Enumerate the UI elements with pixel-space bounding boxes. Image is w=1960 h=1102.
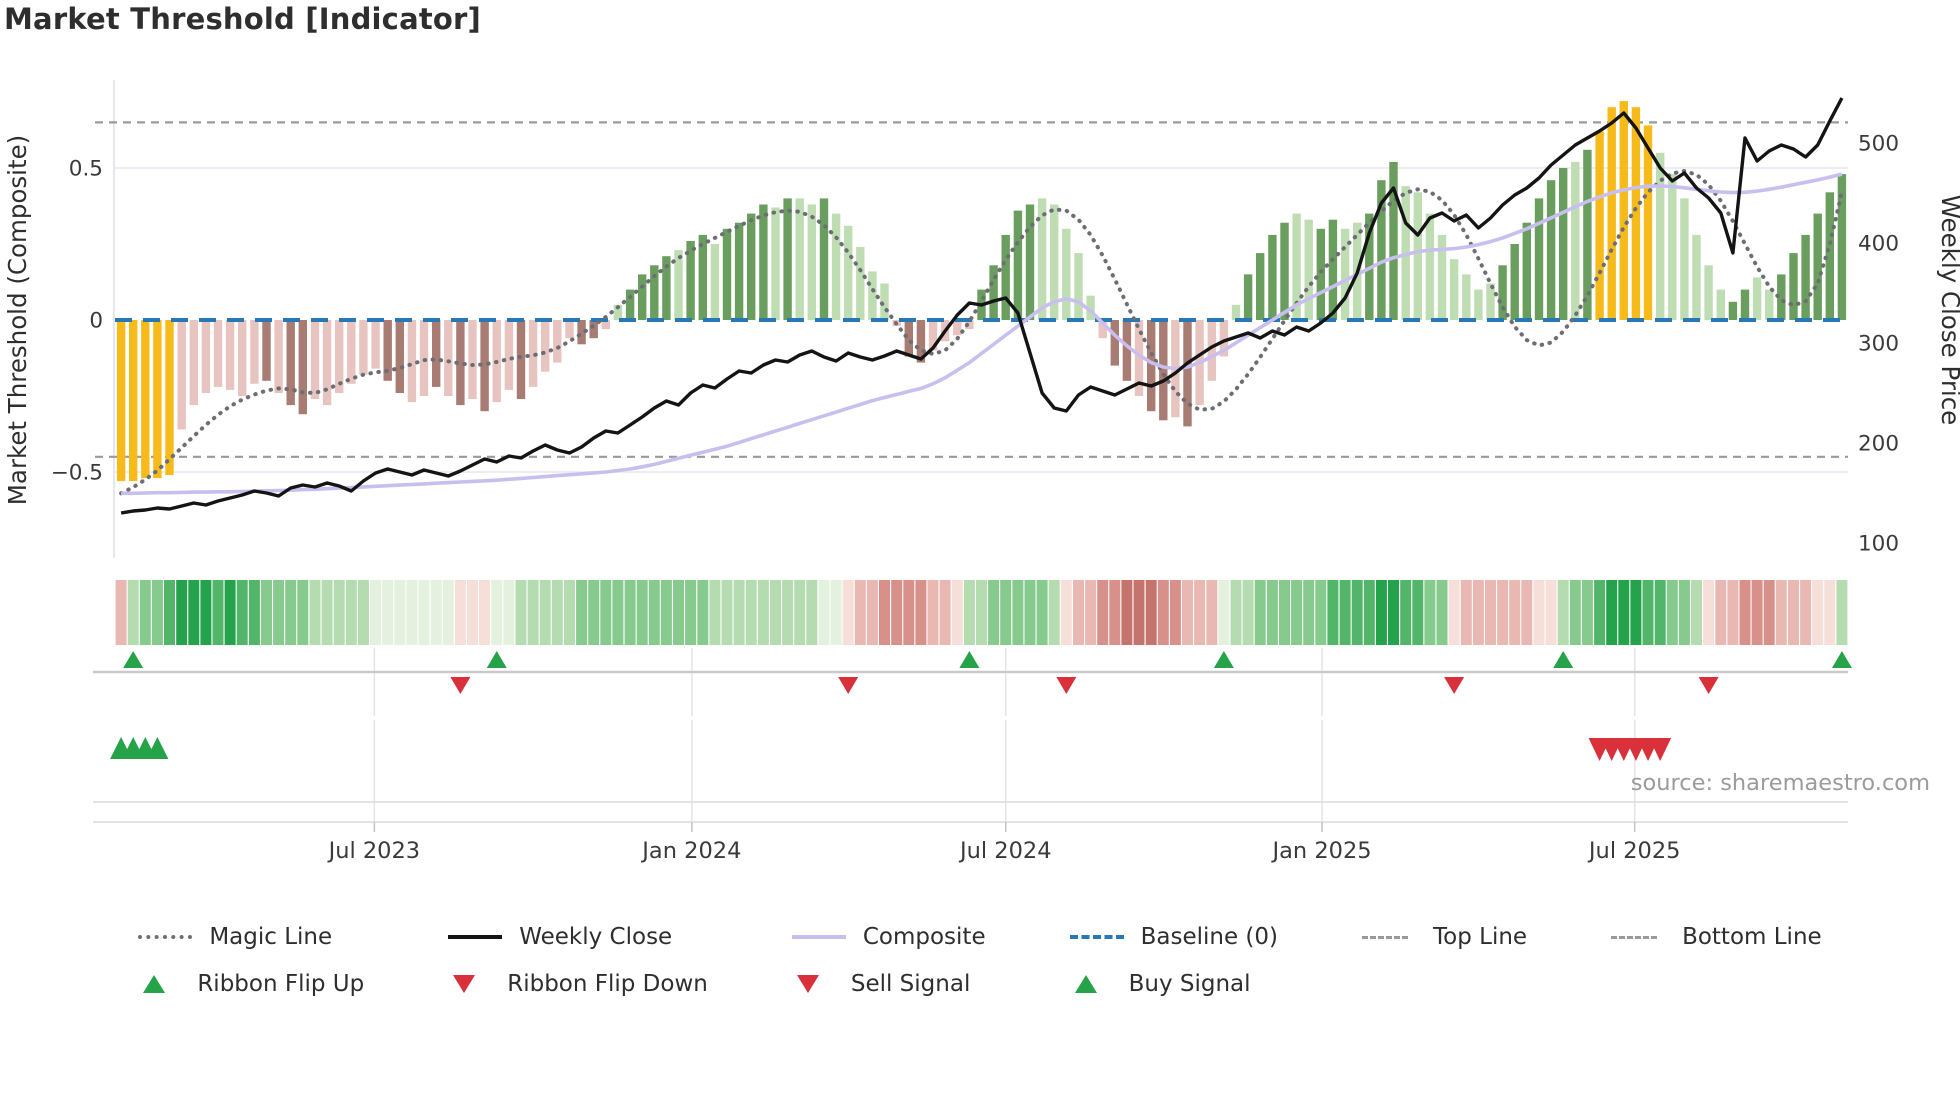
svg-text:0: 0 (89, 309, 103, 334)
tri-up-green-swatch-icon (1074, 975, 1097, 993)
legend-column: Bottom Line (1611, 922, 1822, 952)
legend-item-baseline-0-: Baseline (0) (1069, 922, 1278, 952)
svg-text:300: 300 (1858, 332, 1899, 357)
dash-gray-swatch-icon (1611, 935, 1658, 939)
legend-label: Ribbon Flip Up (197, 971, 365, 997)
source-note: source: sharemaestro.com (1631, 770, 1930, 796)
svg-text:Jul 2023: Jul 2023 (327, 838, 421, 864)
legend-label: Sell Signal (850, 971, 971, 997)
ribbon-strip (115, 580, 1848, 645)
svg-text:Jan 2025: Jan 2025 (1270, 838, 1371, 864)
svg-text:Jul 2025: Jul 2025 (1587, 838, 1681, 864)
chart-plot-area: Jul 2023 Jan 2024 Jul 2024 Jan 2025 Jul 2025… (3, 80, 1960, 864)
threshold-bars (116, 101, 1847, 482)
composite-line (121, 172, 1843, 496)
right-axis-ticks: 500 400 300 200 100 (1858, 132, 1899, 557)
svg-text:Jan 2024: Jan 2024 (640, 838, 741, 864)
dotted-gray-swatch-icon (138, 935, 193, 939)
svg-text:0.5: 0.5 (69, 157, 103, 182)
svg-text:200: 200 (1858, 432, 1899, 457)
solid-black-swatch-icon (448, 935, 503, 939)
svg-text:Jul 2024: Jul 2024 (958, 838, 1052, 864)
svg-text:500: 500 (1858, 132, 1899, 157)
dashed-blue-swatch-icon (1069, 935, 1124, 939)
ribbon-flip-down-markers (450, 677, 1719, 694)
legend-column: Magic Line Ribbon Flip Up (138, 922, 364, 999)
legend-label: Bottom Line (1682, 924, 1822, 950)
legend-item-composite: Composite (791, 922, 986, 952)
left-axis-ticks: 0.5 0 −0.5 (51, 157, 103, 486)
legend-column: Baseline (0) Buy Signal (1069, 922, 1278, 999)
tri-down-red-swatch-icon (453, 975, 476, 993)
svg-text:400: 400 (1858, 232, 1899, 257)
legend-label: Ribbon Flip Down (507, 971, 708, 997)
legend-label: Top Line (1433, 924, 1528, 950)
chart-legend: Magic Line Ribbon Flip Up Weekly Close Ribb… (0, 922, 1960, 999)
weekly-close-line (120, 97, 1844, 515)
buy-signal-markers (110, 737, 169, 759)
ribbon-flip-up-markers (123, 651, 1852, 668)
legend-item-sell-signal: Sell Signal (792, 969, 986, 999)
legend-item-magic-line: Magic Line (138, 922, 364, 952)
legend-item-weekly-close: Weekly Close (448, 922, 708, 952)
right-axis-title: Weekly Close Price (1936, 195, 1960, 426)
left-axis-title: Market Threshold (Composite) (3, 135, 32, 505)
legend-column: Weekly Close Ribbon Flip Down (448, 922, 708, 999)
magic-line (119, 168, 1844, 496)
legend-item-top-line: Top Line (1362, 922, 1527, 952)
legend-label: Weekly Close (519, 924, 673, 950)
x-axis-labels: Jul 2023 Jan 2024 Jul 2024 Jan 2025 Jul 2025 (327, 838, 1681, 864)
legend-item-buy-signal: Buy Signal (1070, 969, 1278, 999)
legend-item-ribbon-flip-up: Ribbon Flip Up (138, 969, 364, 999)
legend-label: Buy Signal (1128, 971, 1251, 997)
legend-label: Composite (862, 924, 986, 950)
tri-up-green-swatch-icon (143, 975, 166, 993)
legend-label: Magic Line (209, 924, 333, 950)
svg-text:−0.5: −0.5 (51, 461, 103, 486)
solid-purple-swatch-icon (791, 935, 846, 939)
legend-item-ribbon-flip-down: Ribbon Flip Down (448, 969, 708, 999)
tri-down-red-swatch-icon (796, 975, 819, 993)
dash-gray-swatch-icon (1362, 935, 1408, 939)
sell-signal-markers (1588, 738, 1672, 761)
legend-column: Top Line (1362, 922, 1527, 952)
page-title: Market Threshold [Indicator] (4, 2, 481, 36)
legend-label: Baseline (0) (1140, 924, 1278, 950)
legend-column: Composite Sell Signal (791, 922, 986, 999)
svg-text:100: 100 (1858, 532, 1899, 557)
legend-item-bottom-line: Bottom Line (1611, 922, 1822, 952)
